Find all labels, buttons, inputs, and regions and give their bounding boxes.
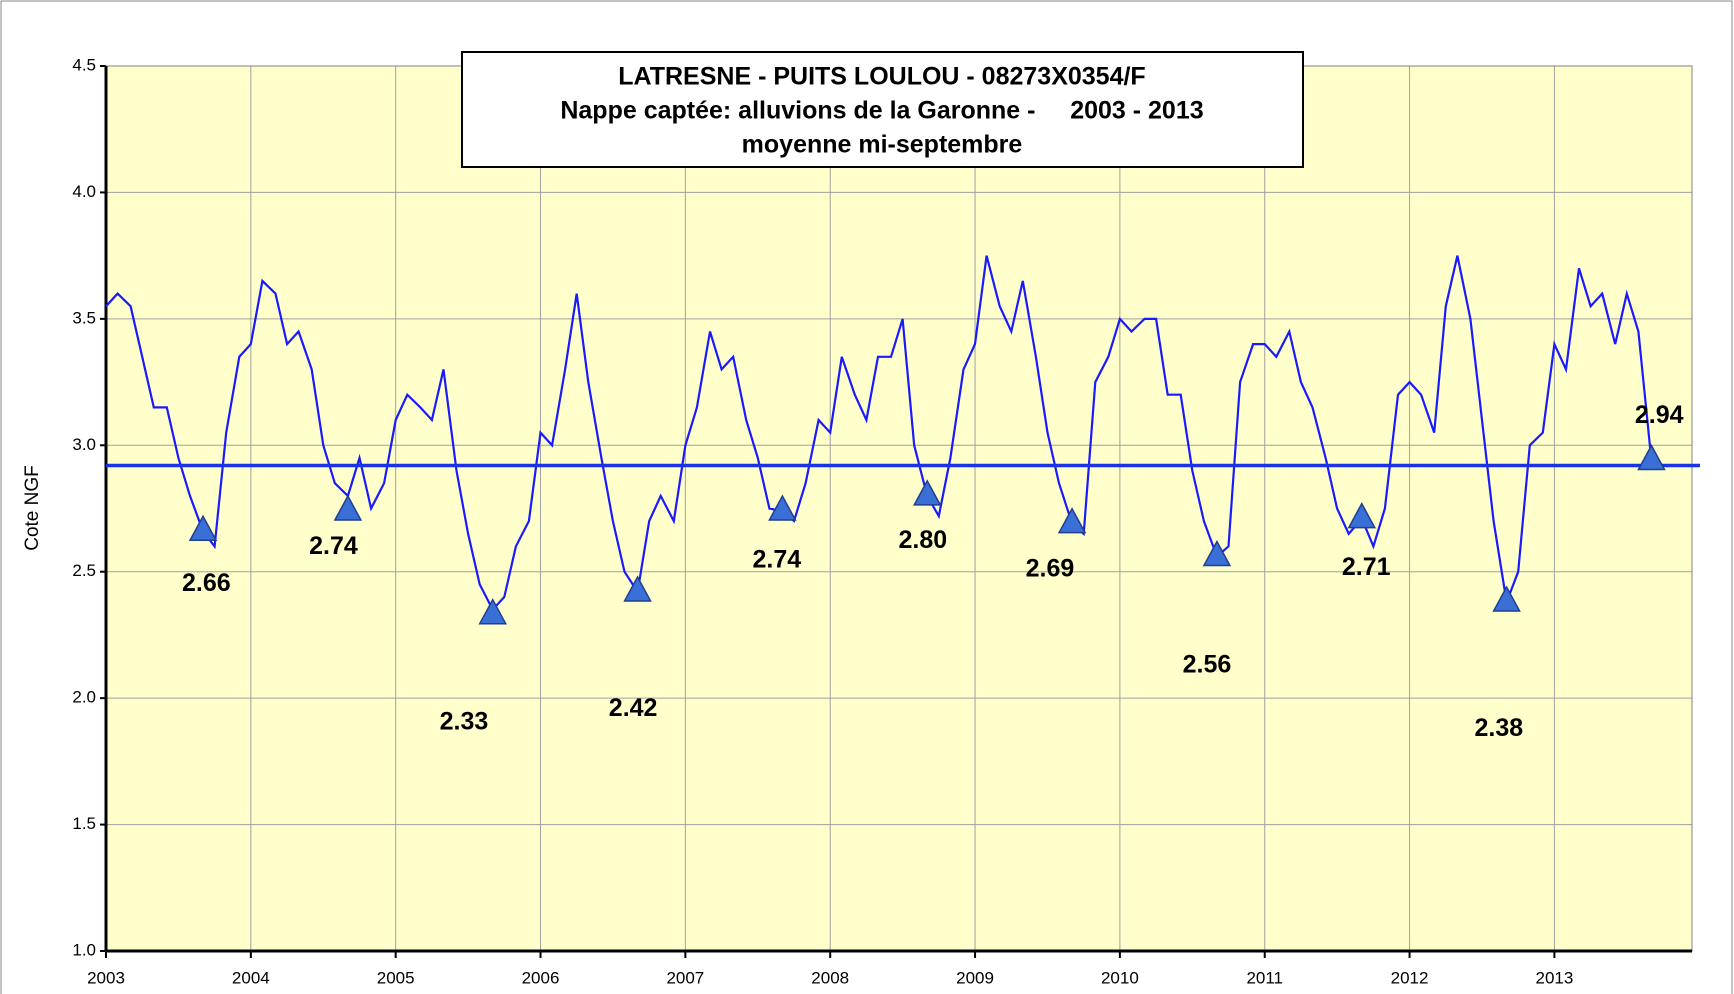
marker — [1347, 502, 1377, 529]
marker — [1492, 585, 1521, 612]
value-label: 2.56 — [1183, 651, 1232, 679]
x-tick-label: 2008 — [811, 968, 849, 987]
marker — [1057, 507, 1087, 534]
y-tick-label: 4.5 — [72, 55, 96, 74]
x-tick-label: 2005 — [377, 968, 415, 987]
value-label: 2.33 — [440, 708, 489, 736]
marker — [1202, 539, 1232, 567]
x-tick-label: 2010 — [1101, 968, 1139, 987]
x-tick-label: 2011 — [1246, 968, 1283, 987]
y-tick-label: 3.0 — [72, 435, 96, 454]
marker — [188, 514, 218, 542]
x-tick-label: 2012 — [1391, 968, 1429, 987]
x-tick-label: 2003 — [87, 968, 125, 987]
chart-title: LATRESNE - PUITS LOULOU - 08273X0354/F — [618, 63, 1145, 91]
y-tick-label: 2.0 — [72, 688, 96, 707]
y-axis-label: Cote NGF — [22, 465, 43, 551]
title-box — [461, 51, 1304, 168]
x-tick-label: 2007 — [666, 968, 704, 987]
y-tick-label: 1.5 — [72, 814, 96, 833]
marker — [912, 479, 942, 506]
value-label: 2.69 — [1026, 555, 1075, 583]
x-tick-label: 2004 — [232, 968, 270, 987]
marker — [478, 598, 507, 625]
value-label: 2.74 — [753, 545, 802, 573]
value-label: 2.80 — [898, 526, 947, 554]
y-tick-label: 4.0 — [72, 182, 96, 201]
value-label: 2.94 — [1635, 401, 1684, 429]
chart-subtitle: moyenne mi-septembre — [742, 131, 1023, 159]
marker — [768, 494, 797, 521]
marker — [623, 575, 652, 602]
value-label: 2.66 — [182, 569, 231, 597]
x-tick-label: 2006 — [522, 968, 560, 987]
chart-subtitle: Nappe captée: alluvions de la Garonne - … — [560, 97, 1203, 125]
marker — [333, 494, 363, 521]
y-tick-label: 1.0 — [72, 940, 96, 959]
y-tick-label: 3.5 — [72, 308, 96, 327]
marker — [1637, 443, 1666, 471]
value-label: 2.42 — [609, 694, 658, 722]
x-tick-label: 2013 — [1535, 968, 1573, 987]
y-tick-label: 2.5 — [72, 561, 96, 580]
value-label: 2.74 — [309, 532, 358, 560]
value-label: 2.38 — [1475, 714, 1524, 742]
value-label: 2.71 — [1342, 553, 1391, 581]
plot-area: 1.0 1.5 2.0 2.5 3.0 3.5 4.0 4.5 2003 2004 2005 2006… — [72, 55, 1700, 987]
x-tick-label: 2009 — [956, 968, 994, 987]
data-line — [105, 255, 1653, 612]
